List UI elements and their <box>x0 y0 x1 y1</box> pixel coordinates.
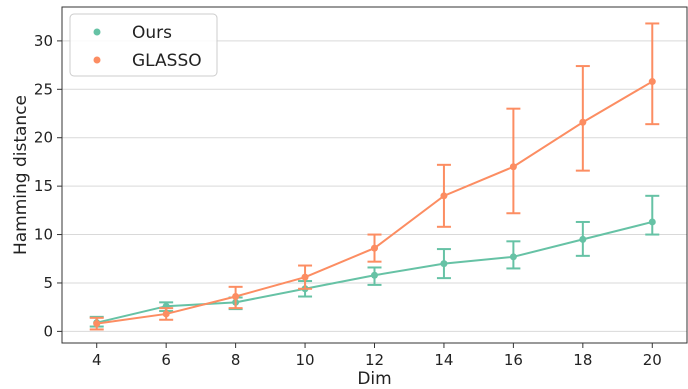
grid <box>62 40 687 332</box>
legend-label: Ours <box>132 23 172 43</box>
y-tick-label: 15 <box>34 177 53 195</box>
series-layer <box>89 22 660 331</box>
x-tick-label: 4 <box>92 351 102 369</box>
x-tick-label: 16 <box>504 351 523 369</box>
data-point <box>371 244 378 252</box>
legend: Ours GLASSO <box>69 13 218 77</box>
x-tick-label: 12 <box>365 351 384 369</box>
data-point <box>301 273 309 281</box>
x-tick-label: 8 <box>231 351 241 369</box>
y-tick-label: 20 <box>34 129 53 147</box>
x-tick-label: 14 <box>434 351 453 369</box>
x-tick-label: 6 <box>161 351 171 369</box>
legend-label: GLASSO <box>132 51 202 71</box>
y-tick-label: 5 <box>43 274 53 292</box>
y-tick-label: 30 <box>34 32 53 50</box>
data-point <box>648 78 656 86</box>
x-tick-label: 10 <box>296 351 315 369</box>
x-axis-label: Dim <box>357 369 391 389</box>
y-tick-label: 10 <box>34 226 53 244</box>
y-axis: 0 5 10 15 20 25 30 <box>34 32 62 340</box>
data-point <box>509 253 517 261</box>
data-point <box>93 320 101 328</box>
data-point <box>579 235 587 243</box>
legend-marker <box>93 28 101 36</box>
x-tick-label: 20 <box>643 351 662 369</box>
data-point <box>232 293 240 301</box>
legend-box <box>69 13 218 77</box>
data-point <box>509 163 517 171</box>
series-line <box>96 80 653 325</box>
legend-marker <box>93 56 101 64</box>
data-point <box>371 271 378 279</box>
y-axis-label: Hamming distance <box>11 95 31 255</box>
y-tick-label: 0 <box>43 322 53 340</box>
data-point <box>579 118 587 126</box>
series-glasso <box>89 22 660 331</box>
x-axis: 4 6 8 10 12 14 16 18 20 <box>92 343 662 369</box>
data-point <box>162 310 170 318</box>
data-point <box>440 260 448 268</box>
y-tick-label: 25 <box>34 80 53 98</box>
data-point <box>648 218 656 226</box>
data-point <box>440 192 448 200</box>
x-tick-label: 18 <box>573 351 592 369</box>
